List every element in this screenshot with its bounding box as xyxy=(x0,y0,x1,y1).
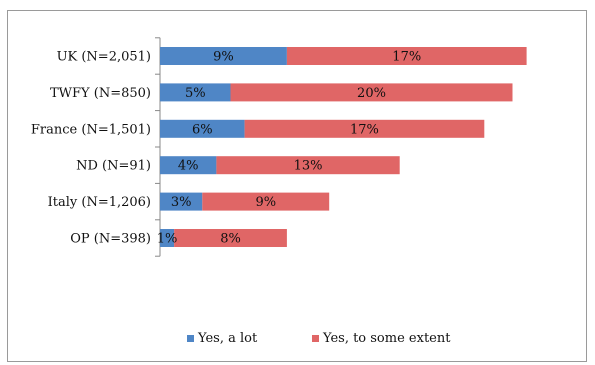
category-label: France (N=1,501) xyxy=(31,122,151,137)
legend-swatch xyxy=(187,335,194,342)
data-label: 20% xyxy=(357,86,386,101)
bar-segment-some-extent xyxy=(230,83,513,102)
chart-frame xyxy=(7,10,587,362)
category-label: Italy (N=1,206) xyxy=(48,195,151,210)
bar-segment-a-lot xyxy=(160,229,175,247)
data-label: 1% xyxy=(157,232,178,247)
legend-swatch xyxy=(312,335,319,342)
bar-segment-a-lot xyxy=(160,119,245,138)
category-label: UK (N=2,051) xyxy=(57,50,151,65)
bar-segment-some-extent xyxy=(202,192,330,211)
data-label: 8% xyxy=(220,232,241,247)
category-label: OP (N=398) xyxy=(70,232,151,247)
data-label: 17% xyxy=(392,50,421,65)
data-label: 3% xyxy=(171,195,192,210)
axis-layer xyxy=(155,37,161,257)
data-label: 17% xyxy=(350,122,379,137)
legend-label: Yes, a lot xyxy=(197,331,258,346)
data-label: 13% xyxy=(294,159,323,174)
category-label: TWFY (N=850) xyxy=(50,86,151,101)
bar-segment-a-lot xyxy=(160,192,203,211)
data-label: 9% xyxy=(213,50,234,65)
labels-layer: UK (N=2,051) 9% 17% TWFY (N=850) 5% 20% France… xyxy=(31,50,421,247)
bar-segment-some-extent xyxy=(216,156,400,175)
data-label: 6% xyxy=(192,122,213,137)
bar-segment-a-lot xyxy=(160,47,287,65)
data-label: 4% xyxy=(178,159,199,174)
data-label: 9% xyxy=(255,195,276,210)
bar-segment-some-extent xyxy=(286,47,527,65)
bar-segment-some-extent xyxy=(244,119,485,138)
bar-segment-a-lot xyxy=(160,156,217,175)
bar-segment-a-lot xyxy=(160,83,231,102)
bars-layer xyxy=(160,47,527,247)
legend-label: Yes, to some extent xyxy=(322,331,451,346)
legend: Yes, a lot Yes, to some extent xyxy=(187,331,451,346)
data-label: 5% xyxy=(185,86,206,101)
bar-segment-some-extent xyxy=(174,229,287,247)
category-label: ND (N=91) xyxy=(76,159,151,174)
